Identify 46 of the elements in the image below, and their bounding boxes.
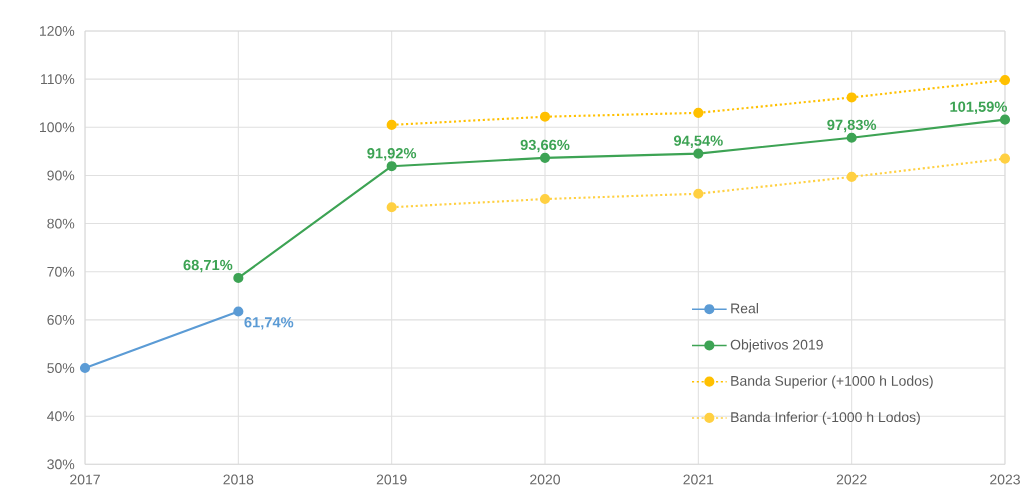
point	[539, 111, 551, 122]
point	[846, 132, 857, 143]
y-tick-label: 50%	[47, 363, 75, 373]
data-label: 68,71%	[183, 259, 233, 273]
point	[693, 107, 704, 118]
x-tick-label: 2020	[530, 474, 561, 485]
y-tick-label: 40%	[47, 411, 75, 422]
y-tick-label: 100%	[40, 122, 75, 133]
legend-label: Objetivos 2019	[730, 339, 823, 353]
y-tick-label: 120%	[40, 26, 75, 36]
point	[233, 306, 244, 317]
x-tick-label: 2019	[376, 474, 407, 485]
point	[79, 362, 91, 374]
point	[693, 188, 704, 199]
x-tick-label: 2018	[223, 474, 254, 485]
data-label: 97,83%	[827, 119, 877, 133]
legend-label: Banda Inferior (-1000 h Lodos)	[731, 411, 920, 425]
data-label: 91,92%	[367, 148, 417, 161]
data-label: 101,59%	[950, 101, 1007, 115]
x-tick-label: 2022	[836, 474, 867, 485]
point	[386, 119, 397, 130]
y-tick-label: 60%	[47, 314, 75, 325]
y-tick-label: 90%	[47, 170, 75, 181]
point	[386, 161, 397, 172]
point	[999, 75, 1011, 86]
point	[386, 202, 397, 213]
legend-label: Banda Superior (+1000 h Lodos)	[731, 375, 933, 389]
point	[846, 92, 857, 103]
point	[999, 153, 1011, 164]
y-tick-label: 70%	[47, 266, 75, 277]
point	[846, 171, 857, 182]
point	[539, 193, 551, 205]
data-label: 94,54%	[673, 135, 723, 148]
x-tick-label: 2023	[990, 474, 1020, 485]
y-tick-label: 110%	[41, 74, 75, 85]
point	[233, 272, 244, 284]
point	[539, 152, 551, 163]
x-tick-label: 2021	[683, 474, 714, 485]
point	[693, 148, 704, 159]
y-tick-label: 30%	[47, 459, 75, 470]
point	[999, 114, 1011, 125]
x-tick-label: 2017	[70, 474, 100, 485]
y-tick-label: 80%	[47, 218, 75, 229]
data-label: 61,74%	[244, 317, 294, 330]
data-label: 93,66%	[520, 139, 570, 153]
legend-label: Real	[731, 303, 758, 314]
